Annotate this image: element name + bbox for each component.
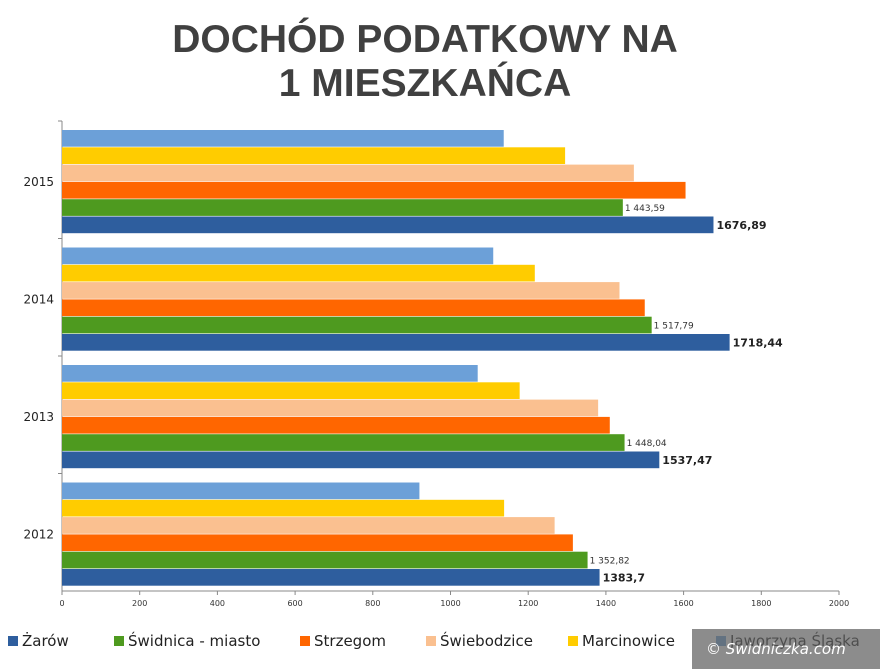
- legend-swatch: [300, 636, 310, 646]
- watermark: © Swidniczka.com: [692, 629, 880, 669]
- bar: [62, 316, 652, 334]
- bar: [62, 399, 599, 417]
- bar: [62, 551, 588, 569]
- bar: [62, 181, 686, 199]
- bar: [62, 534, 573, 552]
- bar: [62, 299, 645, 317]
- legend-label: Świebodzice: [440, 632, 533, 650]
- bar: [62, 434, 625, 451]
- x-tick-label: 200: [132, 599, 147, 608]
- y-category-label: 2012: [23, 527, 54, 541]
- data-label: 1 517,79: [654, 321, 694, 331]
- x-tick-label: 1800: [751, 599, 771, 608]
- x-tick-label: 1200: [518, 599, 538, 608]
- bar: [62, 164, 634, 182]
- bar: [62, 569, 600, 586]
- x-tick-label: 600: [287, 599, 302, 608]
- data-label: 1676,89: [716, 219, 766, 232]
- legend-swatch: [568, 636, 578, 646]
- legend-item: Świdnica - miasto: [114, 632, 260, 650]
- chart-title-line-1: DOCHÓD PODATKOWY NA: [172, 18, 678, 61]
- legend-label: Strzegom: [314, 632, 386, 650]
- data-label: 1 448,04: [627, 439, 667, 449]
- y-category-label: 2015: [23, 175, 54, 189]
- data-label: 1 352,82: [590, 556, 630, 566]
- x-tick-label: 400: [210, 599, 225, 608]
- bar-chart: 0 200 400 600 800 1000 1200 1400 1600 1800 2000 201…: [23, 120, 849, 608]
- chart-title: DOCHÓD PODATKOWY NA 1 MIESZKAŃCA: [0, 18, 850, 106]
- bar: [62, 199, 623, 216]
- data-label: 1537,47: [662, 454, 712, 467]
- x-tick-label: 1600: [673, 599, 693, 608]
- x-tick-label: 1400: [596, 599, 616, 608]
- bar: [62, 365, 478, 382]
- bar: [62, 416, 610, 434]
- legend-swatch: [426, 636, 436, 646]
- legend-swatch: [8, 636, 18, 646]
- x-tick-label: 0: [59, 599, 64, 608]
- legend-item: Strzegom: [300, 632, 386, 650]
- bar: [62, 451, 660, 469]
- legend-label: Żarów: [22, 632, 69, 650]
- data-label: 1383,7: [603, 572, 645, 585]
- bar: [62, 499, 505, 517]
- legend-item: Żarów: [8, 632, 69, 650]
- legend-swatch: [114, 636, 124, 646]
- bar: [62, 264, 535, 282]
- bar: [62, 482, 420, 500]
- legend-label: Marcinowice: [582, 632, 675, 650]
- x-tick-label: 800: [365, 599, 380, 608]
- legend-item: Marcinowice: [568, 632, 675, 650]
- bar: [62, 216, 714, 234]
- data-label: 1718,44: [733, 337, 783, 350]
- legend-label: Świdnica - miasto: [128, 632, 261, 650]
- bar: [62, 147, 566, 164]
- bar: [62, 517, 555, 534]
- legend-item: Świebodzice: [426, 632, 533, 650]
- y-category-label: 2014: [23, 292, 54, 306]
- x-tick-label: 1000: [440, 599, 460, 608]
- data-label: 1 443,59: [625, 204, 665, 214]
- bar: [62, 334, 730, 351]
- y-category-label: 2013: [23, 410, 54, 424]
- chart-title-line-2: 1 MIESZKAŃCA: [278, 62, 572, 105]
- x-tick-label: 2000: [829, 599, 849, 608]
- bar: [62, 382, 520, 399]
- bar: [62, 282, 620, 299]
- bar: [62, 130, 504, 147]
- bar: [62, 247, 494, 265]
